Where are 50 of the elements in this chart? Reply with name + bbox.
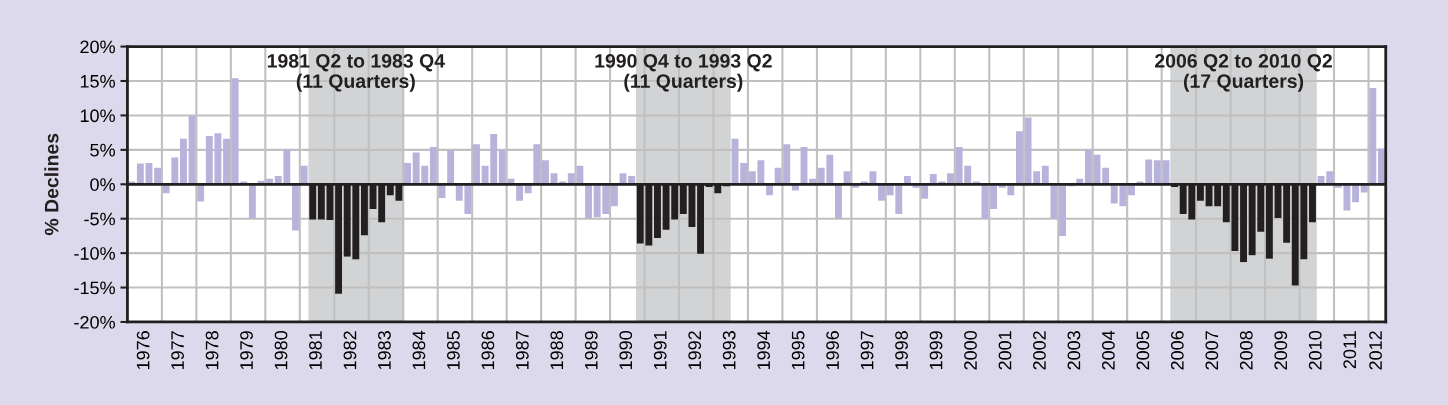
y-tick-label: 10% — [80, 109, 115, 123]
y-tick-label: 15% — [80, 75, 115, 88]
x-tick-label: 1994 — [757, 330, 771, 370]
x-tick-label: 1998 — [895, 331, 908, 370]
x-tick-label: 1986 — [481, 331, 495, 370]
x-tick-label: 1997 — [860, 331, 874, 370]
x-tick-label: 1985 — [446, 331, 460, 370]
x-tick-label: 2001 — [998, 331, 1012, 370]
band-label: 2006 Q2 to 2010 Q2 (17 Quarters) — [1155, 53, 1332, 92]
y-tick-label: -5% — [84, 212, 115, 226]
band-label: 1981 Q2 to 1983 Q4 (11 Quarters) — [267, 53, 445, 92]
x-tick-label: 1988 — [550, 331, 564, 370]
y-tick-label: -20% — [74, 315, 115, 329]
x-tick-label: 1978 — [205, 331, 219, 370]
x-tick-label: 1976 — [136, 331, 150, 370]
x-tick-label: 1996 — [826, 331, 839, 370]
x-tick-label: 2003 — [1067, 331, 1081, 370]
x-tick-label: 2012 — [1369, 331, 1382, 370]
x-tick-label: 2000 — [964, 331, 977, 370]
x-tick-label: 2009 — [1274, 331, 1288, 370]
y-tick-label: -10% — [74, 247, 115, 260]
x-tick-label: 1983 — [378, 331, 391, 370]
y-axis-title: % Declines — [44, 133, 59, 236]
y-tick-label: -15% — [74, 281, 115, 295]
x-tick-label: 1984 — [412, 330, 426, 370]
x-tick-label: 2011 — [1343, 331, 1357, 369]
x-tick-label: 1991 — [653, 331, 667, 370]
x-tick-label: 1981 — [309, 331, 322, 370]
x-tick-label: 2004 — [1102, 330, 1115, 370]
x-tick-label: 1993 — [722, 331, 736, 370]
x-tick-label: 1977 — [171, 331, 184, 370]
x-tick-label: 1980 — [274, 331, 288, 370]
x-tick-label: 2006 — [1170, 331, 1184, 370]
x-tick-label: 1987 — [515, 331, 529, 370]
y-tick-label: 20% — [80, 40, 115, 54]
x-tick-label: 2008 — [1239, 331, 1253, 370]
x-tick-label: 1982 — [343, 331, 357, 370]
x-tick-label: 1995 — [791, 331, 805, 370]
x-tick-label: 2002 — [1033, 331, 1046, 370]
x-tick-label: 2007 — [1205, 331, 1219, 370]
x-tick-label: 1992 — [688, 331, 702, 370]
x-tick-label: 1979 — [240, 331, 253, 370]
x-tick-label: 1990 — [619, 331, 633, 370]
band-label: 1990 Q4 to 1993 Q2 (11 Quarters) — [595, 53, 772, 92]
x-tick-label: 1989 — [584, 331, 598, 370]
x-tick-label: 2005 — [1136, 331, 1150, 370]
x-tick-label: 2010 — [1308, 331, 1322, 370]
y-tick-label: 0% — [90, 178, 115, 191]
y-tick-label: 5% — [90, 143, 115, 157]
x-tick-label: 1999 — [929, 331, 943, 370]
